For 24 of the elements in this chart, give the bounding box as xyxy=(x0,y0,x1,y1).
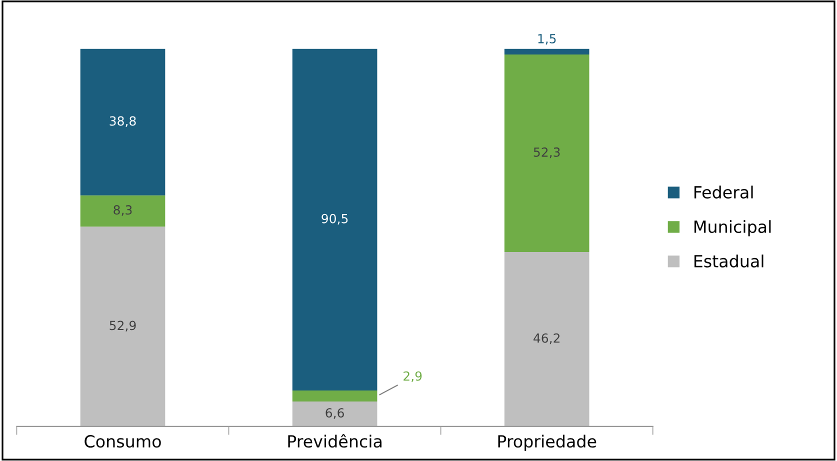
bar xyxy=(80,48,166,196)
bar xyxy=(504,54,590,252)
x-tick-label: Consumo xyxy=(84,435,161,448)
bar xyxy=(292,390,378,402)
data-label: 90,5 xyxy=(322,214,348,225)
bar xyxy=(504,252,590,426)
data-label: 6,6 xyxy=(326,408,344,419)
legend-label: Estadual xyxy=(694,254,764,268)
data-label: 52,3 xyxy=(534,147,560,158)
data-label: 52,9 xyxy=(110,320,136,332)
legend-label: Municipal xyxy=(694,220,771,236)
data-label: 1,5 xyxy=(538,34,556,45)
bar xyxy=(292,48,378,391)
legend-label: Federal xyxy=(694,186,753,199)
x-tick-label: Previdência xyxy=(288,434,382,448)
data-label: 46,2 xyxy=(534,333,560,344)
x-tick-label: Propriedade xyxy=(498,434,596,451)
bar xyxy=(80,195,166,227)
data-label: 8,3 xyxy=(114,205,132,216)
bar xyxy=(80,226,166,426)
bar xyxy=(292,402,378,426)
bar xyxy=(504,48,590,55)
data-label: 38,8 xyxy=(110,116,136,127)
data-label: 2,9 xyxy=(404,371,422,382)
